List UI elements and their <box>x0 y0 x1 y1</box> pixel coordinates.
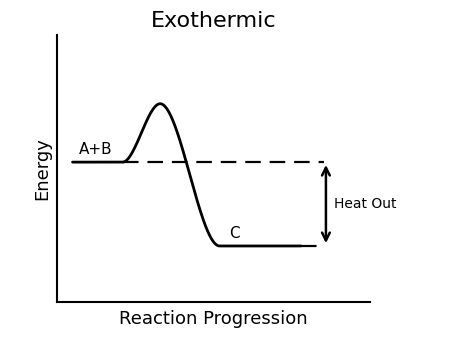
Text: Heat Out: Heat Out <box>334 197 396 211</box>
Text: C: C <box>229 226 239 241</box>
Y-axis label: Energy: Energy <box>33 137 51 200</box>
Text: A+B: A+B <box>79 142 112 157</box>
Title: Exothermic: Exothermic <box>150 11 276 31</box>
X-axis label: Reaction Progression: Reaction Progression <box>119 310 308 328</box>
